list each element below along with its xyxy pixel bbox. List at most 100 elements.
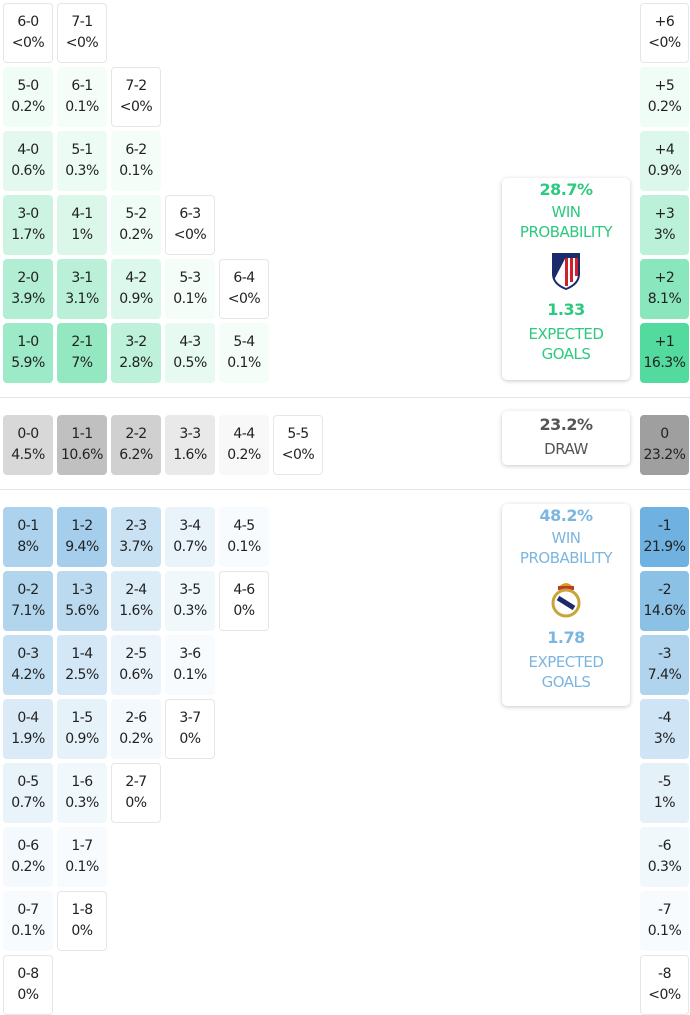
away-win-score-cell: 1-4 2.5% [57, 635, 107, 695]
draw-card: 23.2% DRAW [502, 411, 630, 465]
away-win-score-cell: 3-7 0% [165, 699, 215, 759]
goal-margin-cell: +5 0.2% [640, 67, 689, 127]
away-win-score-cell: 2-6 0.2% [111, 699, 161, 759]
home-win-score-cell: 3-1 3.1% [57, 259, 107, 319]
probability-label: 0.1% [173, 667, 207, 683]
draw-pct: 23.2% [539, 415, 593, 434]
probability-label: 0.2% [119, 731, 153, 747]
score-label: 5-4 [233, 334, 255, 350]
home-win-card: 28.7% WIN PROBABILITY 1.33 EXPECTED GOALS [502, 178, 630, 380]
draw-score-cell: 0-0 4.5% [3, 415, 53, 475]
probability-label: <0% [227, 291, 261, 307]
score-label: 3-1 [71, 270, 93, 286]
away-win-score-cell: 0-4 1.9% [3, 699, 53, 759]
probability-label: 0.1% [173, 291, 207, 307]
goal-margin-cell: 0 23.2% [640, 415, 689, 475]
probability-label: 1% [71, 227, 93, 243]
score-label: 1-2 [71, 518, 93, 534]
probability-label: 3% [653, 731, 676, 747]
score-label: 4-0 [17, 142, 39, 158]
probability-label: 0.6% [11, 163, 45, 179]
probability-label: 6.2% [119, 447, 153, 463]
score-label: 5-3 [179, 270, 201, 286]
away-win-card: 48.2% WIN PROBABILITY 1.78 EXPECTED GOALS [502, 504, 630, 706]
score-label: 0-7 [17, 902, 39, 918]
probability-label: 1.7% [11, 227, 45, 243]
score-label: 2-7 [125, 774, 147, 790]
score-label: +4 [654, 142, 675, 158]
score-label: -4 [658, 710, 671, 726]
away-win-score-cell: 0-8 0% [3, 955, 53, 1015]
probability-label: 1.6% [173, 447, 207, 463]
atletico-crest-icon [552, 253, 580, 290]
score-label: 2-5 [125, 646, 147, 662]
goal-margin-cell: -8 <0% [640, 955, 689, 1015]
probability-label: 0.1% [647, 923, 682, 939]
away-win-score-cell: 3-6 0.1% [165, 635, 215, 695]
score-label: 4-3 [179, 334, 201, 350]
away-win-score-cell: 0-5 0.7% [3, 763, 53, 823]
probability-label: 0.3% [65, 163, 99, 179]
score-label: 1-5 [71, 710, 93, 726]
draw-label: DRAW [544, 440, 588, 458]
score-label: 0-1 [17, 518, 39, 534]
score-label: 0-6 [17, 838, 39, 854]
goal-margin-cell: +6 <0% [640, 3, 689, 63]
home-win-label: WIN PROBABILITY [519, 203, 613, 241]
probability-label: 4.5% [11, 447, 45, 463]
away-win-score-cell: 3-4 0.7% [165, 507, 215, 567]
probability-label: 0.2% [11, 859, 45, 875]
probability-label: 2.8% [119, 355, 153, 371]
probability-label: <0% [65, 35, 99, 51]
score-label: 1-1 [71, 426, 93, 442]
probability-label: 0.5% [173, 355, 207, 371]
divider-bottom [0, 489, 690, 490]
probability-label: 0% [179, 731, 201, 747]
probability-label: 3.7% [119, 539, 153, 555]
away-win-score-cell: 2-4 1.6% [111, 571, 161, 631]
probability-label: 0.1% [227, 539, 261, 555]
score-label: 3-5 [179, 582, 201, 598]
probability-label: <0% [11, 35, 45, 51]
away-win-label: WIN PROBABILITY [519, 529, 613, 567]
score-label: 0-5 [17, 774, 39, 790]
score-label: 5-0 [17, 78, 39, 94]
home-win-score-cell: 4-2 0.9% [111, 259, 161, 319]
score-label: +3 [654, 206, 675, 222]
probability-label: 0% [125, 795, 147, 811]
away-win-score-cell: 2-5 0.6% [111, 635, 161, 695]
probability-label: 2.5% [65, 667, 99, 683]
probability-label: 5.6% [65, 603, 99, 619]
score-label: -3 [658, 646, 671, 662]
probability-label: 3.9% [11, 291, 45, 307]
away-win-score-cell: 2-7 0% [111, 763, 161, 823]
away-win-pct: 48.2% [539, 506, 593, 525]
score-label: 0-2 [17, 582, 39, 598]
home-win-score-cell: 5-2 0.2% [111, 195, 161, 255]
probability-label: 1.6% [119, 603, 153, 619]
away-win-score-cell: 3-5 0.3% [165, 571, 215, 631]
away-win-score-cell: 1-5 0.9% [57, 699, 107, 759]
draw-score-cell: 2-2 6.2% [111, 415, 161, 475]
probability-label: 0.9% [65, 731, 99, 747]
home-win-score-cell: 4-0 0.6% [3, 131, 53, 191]
score-label: 2-4 [125, 582, 147, 598]
probability-label: 1% [653, 795, 676, 811]
goal-margin-cell: -7 0.1% [640, 891, 689, 951]
probability-label: 4.2% [11, 667, 45, 683]
draw-score-cell: 3-3 1.6% [165, 415, 215, 475]
probability-label: 9.4% [65, 539, 99, 555]
home-xg: 1.33 [547, 300, 585, 319]
probability-label: 0.6% [119, 667, 153, 683]
away-win-score-cell: 0-2 7.1% [3, 571, 53, 631]
score-label: 3-0 [17, 206, 39, 222]
score-label: 3-3 [179, 426, 201, 442]
goal-margin-cell: -6 0.3% [640, 827, 689, 887]
home-win-score-cell: 1-0 5.9% [3, 323, 53, 383]
score-label: 4-1 [71, 206, 93, 222]
home-win-score-cell: 3-2 2.8% [111, 323, 161, 383]
score-label: 0-0 [17, 426, 39, 442]
away-xg-label: EXPECTED GOALS [528, 653, 604, 691]
home-win-score-cell: 5-4 0.1% [219, 323, 269, 383]
score-label: 7-2 [125, 78, 147, 94]
